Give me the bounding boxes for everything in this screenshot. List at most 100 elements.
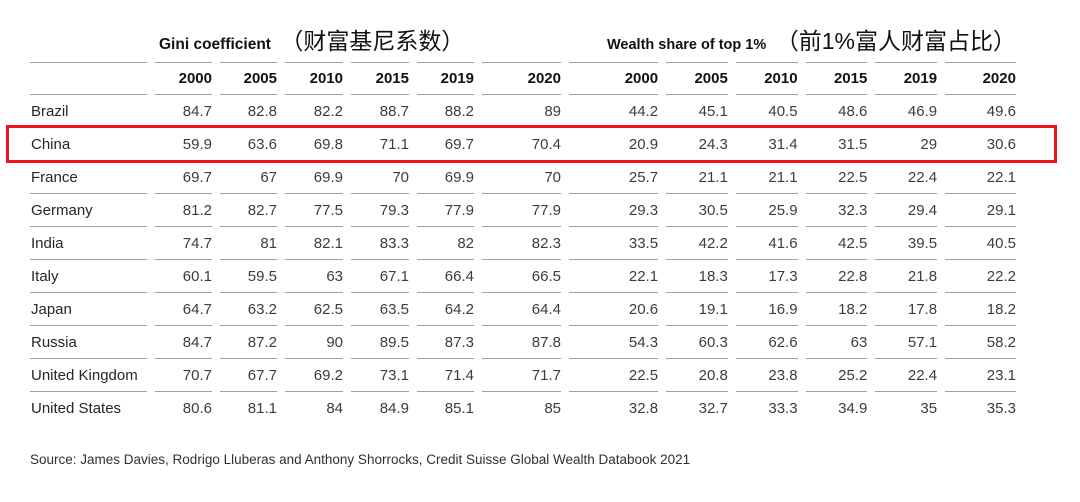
table-row: Germany 81.2 82.7 77.5 79.3 77.9 77.9 29…: [30, 193, 1016, 226]
wealth-value: 54.3: [569, 325, 659, 358]
table-row: Brazil 84.7 82.8 82.2 88.7 88.2 89 44.2 …: [30, 94, 1016, 127]
wealth-value: 24.3: [666, 127, 728, 160]
country-label: China: [30, 127, 147, 160]
wealth-value: 44.2: [569, 94, 659, 127]
gini-value: 60.1: [155, 259, 212, 292]
gini-value: 66.5: [482, 259, 561, 292]
wealth-value: 20.9: [569, 127, 659, 160]
year-header-wealth: 2015: [805, 62, 868, 94]
gini-value: 84: [285, 391, 343, 424]
country-label: Russia: [30, 325, 147, 358]
gini-value: 81.2: [155, 193, 212, 226]
wealth-value: 63: [805, 325, 868, 358]
year-header-gini: 2020: [482, 62, 561, 94]
gini-value: 90: [285, 325, 343, 358]
gini-group-title-zh: （财富基尼系数）: [280, 28, 465, 54]
row-label-header: [30, 62, 147, 94]
wealth-value: 20.6: [569, 292, 659, 325]
gini-group-header: Gini coefficient （财富基尼系数）: [155, 16, 561, 62]
gini-value: 88.7: [351, 94, 409, 127]
wealth-value: 34.9: [805, 391, 868, 424]
gini-value: 77.5: [285, 193, 343, 226]
wealth-value: 39.5: [875, 226, 938, 259]
wealth-value: 31.5: [805, 127, 868, 160]
wealth-value: 33.3: [735, 391, 798, 424]
wealth-value: 30.5: [666, 193, 728, 226]
wealth-value: 18.2: [945, 292, 1016, 325]
gini-value: 70.4: [482, 127, 561, 160]
gini-value: 67.1: [351, 259, 409, 292]
wealth-value: 22.1: [569, 259, 659, 292]
gini-value: 82.3: [482, 226, 561, 259]
wealth-value: 58.2: [945, 325, 1016, 358]
year-header-wealth: 2020: [945, 62, 1016, 94]
gini-value: 82.8: [220, 94, 277, 127]
gini-value: 69.9: [285, 160, 343, 193]
wealth-value: 62.6: [735, 325, 798, 358]
column-group-header-row: Gini coefficient （财富基尼系数） Wealth share o…: [30, 16, 1016, 62]
table-row: India 74.7 81 82.1 83.3 82 82.3 33.5 42.…: [30, 226, 1016, 259]
gini-value: 70: [482, 160, 561, 193]
year-header-gini: 2019: [417, 62, 474, 94]
year-header-gini: 2000: [155, 62, 212, 94]
gini-value: 87.2: [220, 325, 277, 358]
country-label: United States: [30, 391, 147, 424]
wealth-value: 20.8: [666, 358, 728, 391]
wealth-value: 46.9: [875, 94, 938, 127]
gini-value: 69.8: [285, 127, 343, 160]
table-body: Brazil 84.7 82.8 82.2 88.7 88.2 89 44.2 …: [30, 94, 1016, 424]
wealth-value: 22.8: [805, 259, 868, 292]
wealth-value: 21.1: [666, 160, 728, 193]
table-row: China 59.9 63.6 69.8 71.1 69.7 70.4 20.9…: [30, 127, 1016, 160]
gini-value: 80.6: [155, 391, 212, 424]
wealth-group-title-en: Wealth share of top 1%: [607, 37, 767, 53]
country-label: Italy: [30, 259, 147, 292]
wealth-value: 22.1: [945, 160, 1016, 193]
gini-value: 82.1: [285, 226, 343, 259]
wealth-value: 22.2: [945, 259, 1016, 292]
source-note: Source: James Davies, Rodrigo Lluberas a…: [30, 452, 691, 467]
wealth-value: 21.1: [735, 160, 798, 193]
wealth-group-title-zh: （前1%富人财富占比）: [775, 28, 1016, 54]
gini-value: 59.5: [220, 259, 277, 292]
gini-value: 67: [220, 160, 277, 193]
wealth-group-header: Wealth share of top 1% （前1%富人财富占比）: [569, 16, 1016, 62]
wealth-value: 21.8: [875, 259, 938, 292]
gini-value: 64.7: [155, 292, 212, 325]
wealth-value: 29.3: [569, 193, 659, 226]
gini-value: 66.4: [417, 259, 474, 292]
wealth-inequality-table: Gini coefficient （财富基尼系数） Wealth share o…: [22, 16, 1024, 424]
wealth-value: 35.3: [945, 391, 1016, 424]
country-label: Germany: [30, 193, 147, 226]
gini-value: 77.9: [482, 193, 561, 226]
country-label: Brazil: [30, 94, 147, 127]
wealth-value: 25.7: [569, 160, 659, 193]
gini-value: 71.7: [482, 358, 561, 391]
wealth-value: 42.2: [666, 226, 728, 259]
wealth-value: 23.1: [945, 358, 1016, 391]
country-label: India: [30, 226, 147, 259]
gini-value: 62.5: [285, 292, 343, 325]
table-row: Japan 64.7 63.2 62.5 63.5 64.2 64.4 20.6…: [30, 292, 1016, 325]
gini-value: 84.7: [155, 325, 212, 358]
table-row: United Kingdom 70.7 67.7 69.2 73.1 71.4 …: [30, 358, 1016, 391]
wealth-value: 18.2: [805, 292, 868, 325]
gini-value: 74.7: [155, 226, 212, 259]
wealth-value: 48.6: [805, 94, 868, 127]
gini-value: 70: [351, 160, 409, 193]
table-row: France 69.7 67 69.9 70 69.9 70 25.7 21.1…: [30, 160, 1016, 193]
table-row: United States 80.6 81.1 84 84.9 85.1 85 …: [30, 391, 1016, 424]
gini-value: 69.7: [417, 127, 474, 160]
wealth-value: 45.1: [666, 94, 728, 127]
wealth-value: 32.8: [569, 391, 659, 424]
wealth-value: 40.5: [735, 94, 798, 127]
gini-value: 69.2: [285, 358, 343, 391]
wealth-value: 22.4: [875, 160, 938, 193]
wealth-value: 41.6: [735, 226, 798, 259]
wealth-value: 40.5: [945, 226, 1016, 259]
wealth-value: 31.4: [735, 127, 798, 160]
wealth-value: 30.6: [945, 127, 1016, 160]
gini-value: 67.7: [220, 358, 277, 391]
country-label: United Kingdom: [30, 358, 147, 391]
wealth-value: 29.4: [875, 193, 938, 226]
